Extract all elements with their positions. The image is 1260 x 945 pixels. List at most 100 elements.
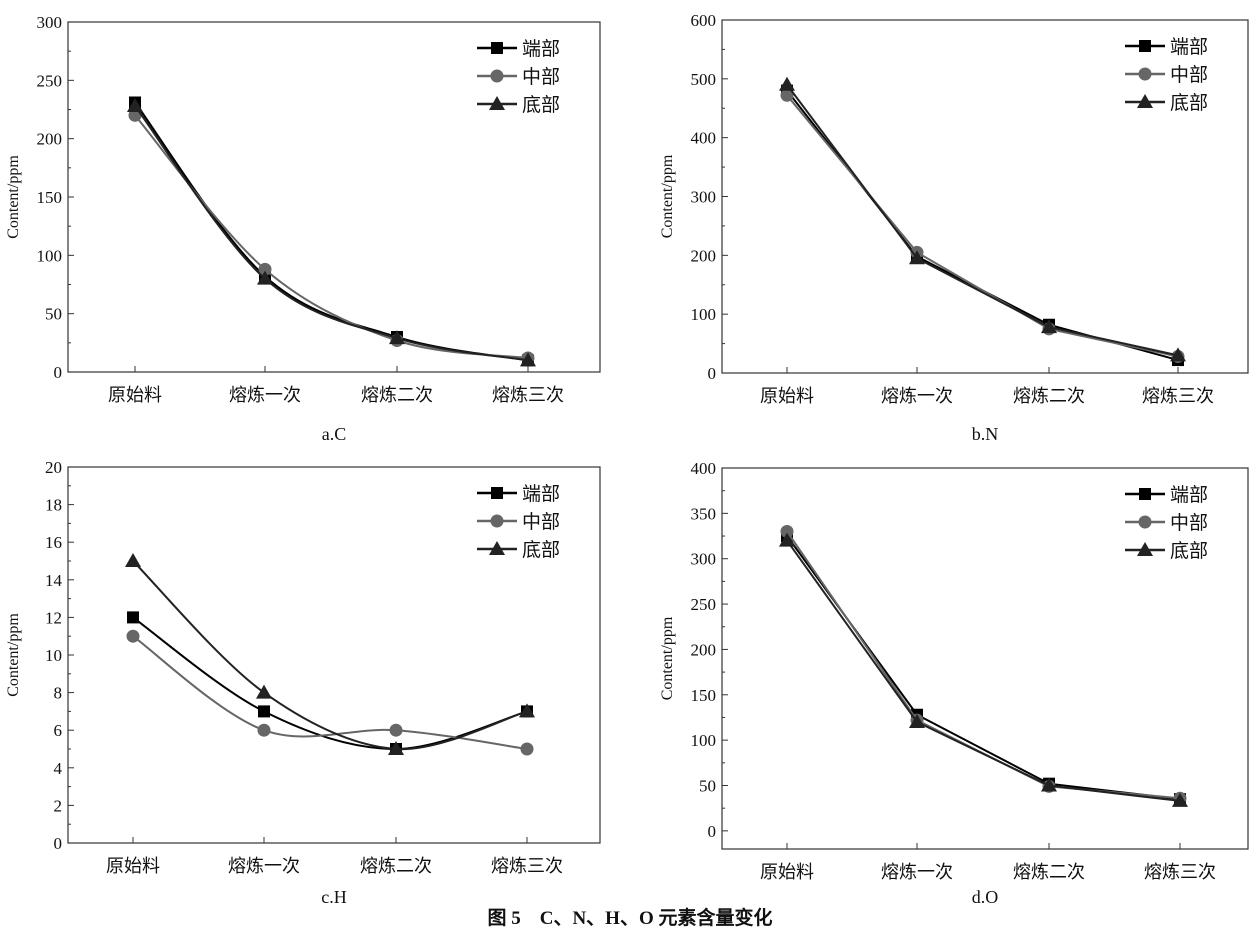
data-point [258,705,270,718]
legend-label: 中部 [522,511,560,533]
legend-marker [1138,67,1152,81]
data-point [1041,319,1057,334]
series-中部 [780,88,1185,364]
data-point [779,532,795,547]
x-tick-label: 熔炼一次 [229,385,301,405]
y-tick-label: 100 [691,305,717,324]
data-point [389,330,405,345]
data-point [1172,792,1188,807]
y-tick-label: 0 [708,364,717,383]
y-tick-label: 10 [45,646,62,665]
series-端部 [129,96,534,367]
data-point [519,703,535,718]
series-底部 [127,98,536,367]
y-tick-label: 0 [54,834,63,853]
series-line [786,94,1179,358]
series-line [786,535,1181,801]
y-tick-label: 20 [45,458,62,477]
subplot-label: b.N [972,424,999,444]
y-tick-label: 150 [37,188,63,207]
y-tick-label: 100 [37,246,63,265]
data-point [780,525,794,538]
data-point [127,98,143,112]
x-tick-label: 熔炼二次 [1013,386,1085,406]
y-tick-label: 400 [691,459,717,478]
y-tick-label: 8 [54,684,63,703]
data-point [1170,347,1186,362]
series-中部 [780,525,1187,805]
y-tick-label: 300 [691,188,717,207]
series-端部 [781,84,1184,367]
y-tick-label: 50 [699,777,716,796]
legend-marker [1139,488,1151,500]
y-tick-label: 12 [45,608,62,627]
y-tick-label: 250 [37,71,63,90]
data-point [780,88,794,102]
subplot-b.N: 0 100 200 300 400 500 600 原始料 熔炼一次 熔炼二次 熔炼三次 Conten… [659,11,1249,444]
y-tick-label: 500 [691,70,717,89]
y-tick-label: 0 [54,363,63,382]
legend-marker [490,514,504,528]
y-tick-label: 300 [691,550,717,569]
data-point [520,352,536,367]
x-tick-label: 熔炼二次 [1013,862,1085,882]
legend-marker [1138,515,1152,529]
y-tick-label: 300 [37,13,63,32]
y-axis-label: Content/ppm [659,154,676,238]
legend-marker [1139,40,1151,52]
data-point [125,553,141,567]
legend-label: 端部 [522,38,560,60]
legend-label: 底部 [522,539,560,561]
legend-label: 底部 [1170,92,1208,114]
series-中部 [126,629,534,756]
x-tick-label: 熔炼二次 [361,385,433,405]
data-point [257,270,273,285]
subplot-label: c.H [321,887,347,907]
series-底部 [125,553,535,755]
x-tick-label: 原始料 [106,856,160,876]
series-端部 [781,530,1186,806]
legend-label: 底部 [522,94,560,116]
series-line [132,616,528,751]
subplot-c.H: 0 2 4 6 8 10 12 14 16 18 20 原始料 熔炼一次 熔炼二次 熔炼三次 Content/… [5,458,601,907]
y-tick-label: 250 [691,595,717,614]
series-line [134,101,529,362]
series-line [134,105,529,362]
data-point [909,714,925,728]
legend-marker [1137,94,1153,108]
series-中部 [128,108,535,365]
series-底部 [779,76,1186,362]
legend-label: 底部 [1170,540,1208,562]
legend-marker [489,96,505,110]
series-line [786,530,1181,800]
x-tick-label: 熔炼三次 [492,385,564,405]
y-tick-label: 6 [54,721,63,740]
data-point [389,723,403,737]
legend-marker [491,42,503,54]
x-tick-label: 熔炼一次 [228,856,300,876]
y-tick-label: 600 [691,11,717,30]
data-point [126,629,140,643]
y-tick-label: 350 [691,504,717,523]
x-tick-label: 熔炼三次 [1144,862,1216,882]
y-tick-label: 4 [54,759,63,778]
x-tick-label: 熔炼一次 [881,862,953,882]
series-line [786,84,1179,357]
subplot-a.C: 0 50 100 150 200 250 300 原始料 熔炼一次 熔炼二次 熔炼三次 Content… [5,13,601,444]
legend-marker [489,541,505,555]
y-tick-label: 200 [691,246,717,265]
y-tick-label: 150 [691,686,717,705]
data-point [256,684,272,699]
data-point [1041,777,1057,792]
subplot-d.O: 0 50 100 150 200 250 300 350 400 原始料 熔炼一次 熔炼二次 熔炼三次 C… [659,459,1249,907]
legend-marker [491,487,503,499]
legend-label: 中部 [1170,64,1208,86]
data-point [388,741,404,755]
data-point [909,250,925,265]
legend-marker [1137,542,1153,556]
